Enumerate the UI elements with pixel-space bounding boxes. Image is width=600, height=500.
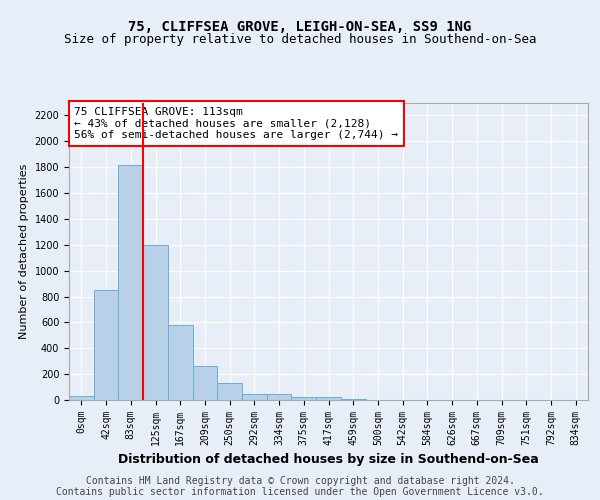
Bar [292,397,316,400]
Bar [316,398,341,400]
Text: 75 CLIFFSEA GROVE: 113sqm
← 43% of detached houses are smaller (2,128)
56% of se: 75 CLIFFSEA GROVE: 113sqm ← 43% of detac… [74,107,398,140]
Bar [143,245,168,400]
Bar [242,394,267,400]
Bar [217,382,242,400]
Text: 75, CLIFFSEA GROVE, LEIGH-ON-SEA, SS9 1NG: 75, CLIFFSEA GROVE, LEIGH-ON-SEA, SS9 1N… [128,20,472,34]
Bar [69,396,94,400]
Text: Size of property relative to detached houses in Southend-on-Sea: Size of property relative to detached ho… [64,32,536,46]
Y-axis label: Number of detached properties: Number of detached properties [19,164,29,339]
Bar [94,290,118,400]
Bar [168,325,193,400]
Bar [267,394,292,400]
X-axis label: Distribution of detached houses by size in Southend-on-Sea: Distribution of detached houses by size … [118,454,539,466]
Bar [193,366,217,400]
Text: Contains HM Land Registry data © Crown copyright and database right 2024.: Contains HM Land Registry data © Crown c… [86,476,514,486]
Text: Contains public sector information licensed under the Open Government Licence v3: Contains public sector information licen… [56,487,544,497]
Bar [118,164,143,400]
Bar [341,398,365,400]
